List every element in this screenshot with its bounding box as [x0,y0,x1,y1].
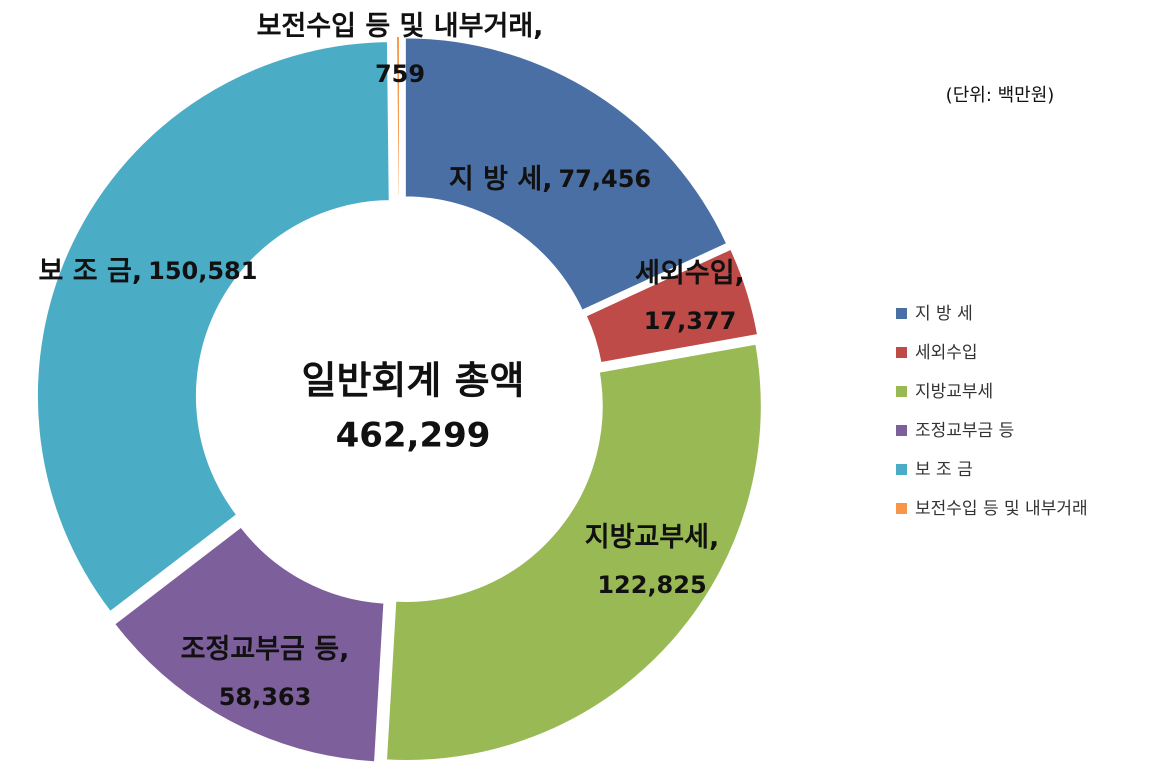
donut-slice [584,247,760,365]
label-separator: , [132,256,142,287]
legend-swatch [896,347,907,358]
data-label: 지방교부세, 122,825 [585,522,719,600]
legend-label: 지방교부세 [915,382,993,402]
data-label: 보전수입 등 및 내부거래, 759 [257,11,544,89]
data-label: 지 방 세, 77,456 [449,164,651,195]
label-category: 조정교부금 등 [181,634,339,665]
donut-slice [112,525,386,764]
legend-label: 보 조 금 [915,460,973,480]
donut-slice [394,35,401,198]
label-value: 150,581 [148,257,257,285]
label-category: 보전수입 등 및 내부거래 [257,11,534,42]
label-category: 세외수입 [635,258,734,289]
center-value: 462,299 [336,416,491,456]
label-separator: , [542,164,552,195]
data-label: 세외수입, 17,377 [635,258,745,336]
label-separator: , [339,634,349,665]
label-category: 보 조 금 [39,256,132,287]
label-separator: , [735,258,745,289]
legend-label: 세외수입 [915,343,978,363]
legend-swatch [896,464,907,475]
donut-slice [384,342,763,762]
legend-swatch [896,503,907,514]
label-value: 77,456 [558,165,651,193]
legend-swatch [896,386,907,397]
label-value: 122,825 [597,571,706,599]
label-value: 759 [375,60,425,88]
label-value: 58,363 [219,683,312,711]
unit-note: (단위: 백만원) [946,85,1055,106]
label-value: 17,377 [644,307,737,335]
label-category: 지방교부세 [585,522,709,553]
legend-swatch [896,425,907,436]
label-category: 지 방 세 [449,164,542,195]
data-label: 보 조 금, 150,581 [39,256,258,287]
data-label: 조정교부금 등, 58,363 [181,634,350,712]
center-title: 일반회계 총액 [302,359,525,403]
label-separator: , [709,522,719,553]
legend-label: 조정교부금 등 [915,421,1014,441]
donut-slice [403,36,729,313]
label-separator: , [533,11,543,42]
legend-label: 보전수입 등 및 내부거래 [915,499,1088,519]
donut-slice [35,40,391,614]
legend-label: 지 방 세 [915,304,973,324]
legend-swatch [896,308,907,319]
